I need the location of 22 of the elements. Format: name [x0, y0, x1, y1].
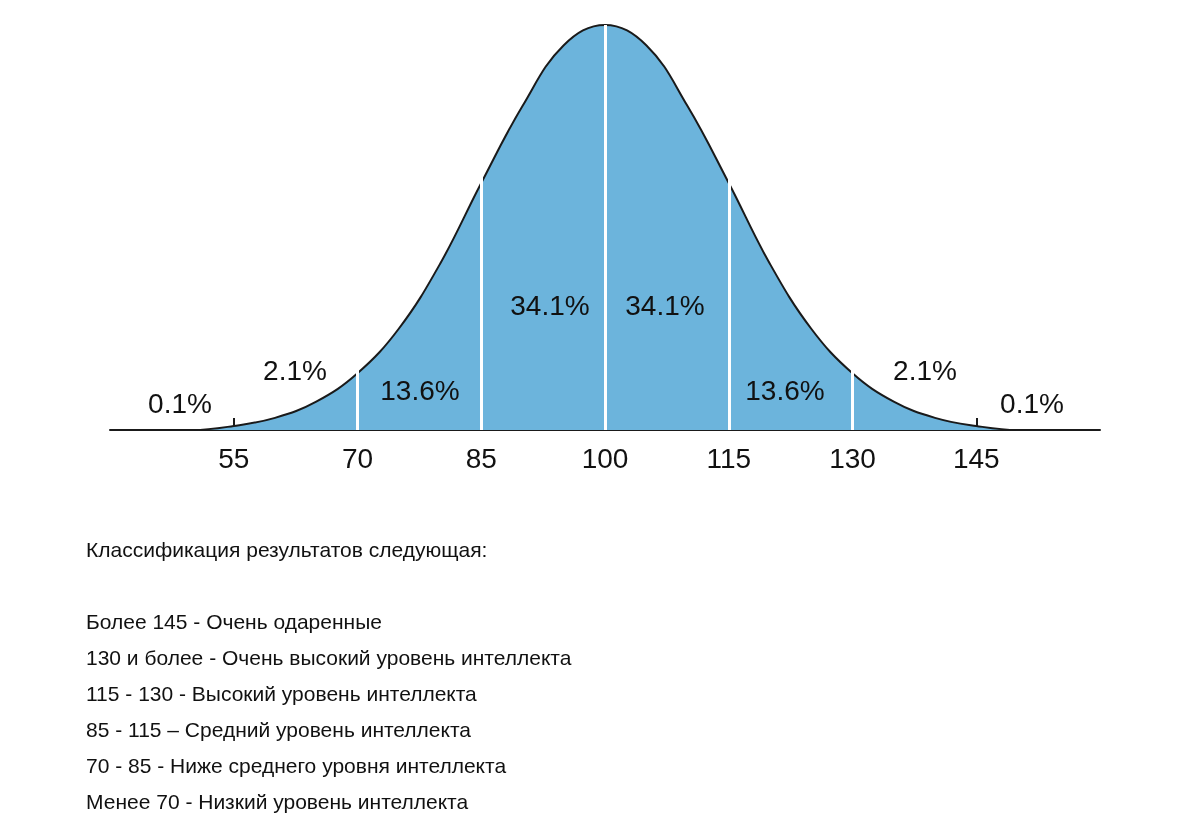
- annotation: 0.1%: [1000, 387, 1064, 419]
- annotation: 0.1%: [148, 387, 212, 419]
- annotation: 13.6%: [380, 374, 460, 406]
- text: 130 и более - Очень высокий уровень интеллекта: [86, 645, 572, 669]
- x-tick-label: 85: [465, 442, 497, 474]
- x-tick-label: 130: [829, 442, 876, 474]
- text: Более 145 - Очень одаренные: [86, 609, 382, 633]
- x-tick-label: 100: [581, 442, 629, 474]
- x-tick-label: 70: [341, 442, 374, 474]
- annotation: 34.1%: [625, 289, 705, 321]
- text: 70 - 85 - Ниже среднего уровня интеллекта: [86, 753, 507, 777]
- text: 115 - 130 - Высокий уровень интеллекта: [86, 681, 478, 705]
- text: 85 - 115 – Средний уровень интеллекта: [86, 717, 472, 741]
- x-tick-label: 55: [218, 442, 250, 474]
- annotation: 2.1%: [263, 354, 327, 386]
- x-tick-label: 115: [706, 442, 752, 474]
- x-tick-label: 145: [952, 442, 1000, 474]
- annotation: 13.6%: [745, 374, 825, 406]
- text: Менее 70 - Низкий уровень интеллекта: [86, 789, 469, 813]
- annotation: 34.1%: [510, 289, 590, 321]
- text: Классификация результатов следующая:: [86, 537, 488, 561]
- annotation: 2.1%: [893, 354, 957, 386]
